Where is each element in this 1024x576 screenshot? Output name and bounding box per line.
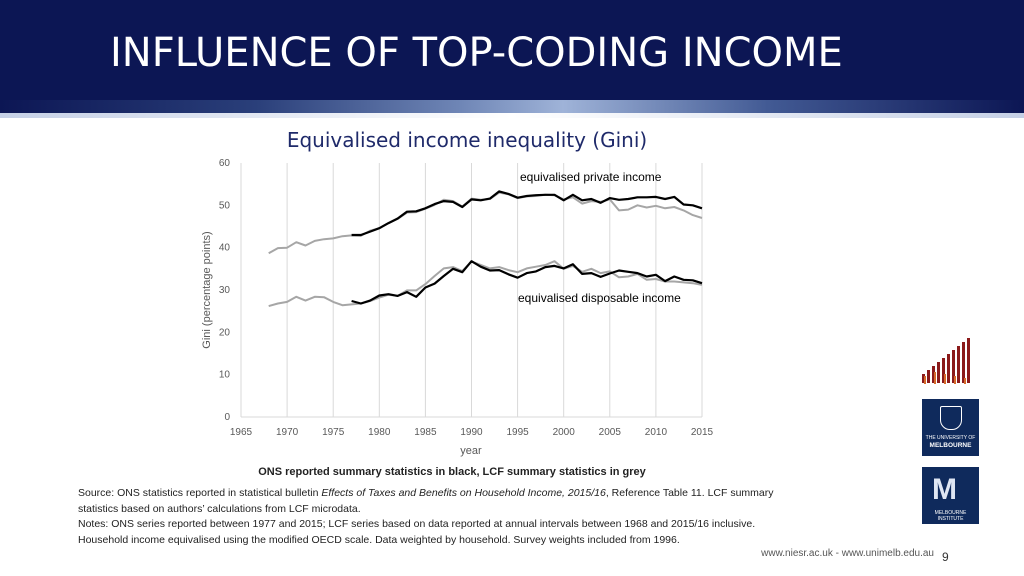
- x-tick-label: 1965: [230, 427, 253, 438]
- mi-logo-mark-icon: M: [932, 473, 957, 506]
- lcf-disposable-income-line: [268, 260, 703, 308]
- chart-caption: ONS reported summary statistics in black…: [0, 466, 964, 478]
- ons-disposable-income-line: [351, 260, 703, 305]
- x-axis-label: year: [460, 445, 482, 457]
- y-tick-label: 60: [219, 158, 231, 169]
- y-tick-label: 0: [224, 412, 230, 423]
- y-tick-label: 20: [219, 327, 231, 338]
- uom-logo-line1: THE UNIVERSITY OF: [925, 435, 976, 441]
- source-text-2: , Reference Table 11. LCF summary statis…: [78, 487, 774, 515]
- y-tick-labels: 0 10 20 30 40 50 60: [219, 158, 231, 423]
- x-tick-label: 2010: [645, 427, 668, 438]
- annotation-private-income: equivalised private income: [520, 170, 662, 184]
- page-number: 9: [942, 550, 949, 564]
- chart-series: [268, 190, 703, 308]
- annotation-disposable-income: equivalised disposable income: [518, 291, 681, 305]
- mi-logo-text: MELBOURNE INSTITUTE: [934, 510, 967, 522]
- slide-title: INFLUENCE OF TOP-CODING INCOME: [110, 30, 843, 76]
- x-tick-label: 2015: [691, 427, 714, 438]
- crest-icon: [940, 406, 962, 430]
- notes-text: Notes: ONS series reported between 1977 …: [78, 518, 756, 546]
- x-tick-label: 1975: [322, 427, 345, 438]
- footer-links: www.niesr.ac.uk - www.unimelb.edu.au: [761, 548, 934, 559]
- niesr-logo: [920, 338, 980, 390]
- y-tick-label: 30: [219, 285, 231, 296]
- title-bar: INFLUENCE OF TOP-CODING INCOME: [0, 0, 1024, 100]
- x-tick-label: 1990: [460, 427, 483, 438]
- chart-gridlines: [240, 163, 703, 418]
- melbourne-institute-logo: M MELBOURNE INSTITUTE: [922, 467, 979, 524]
- x-tick-label: 1970: [276, 427, 299, 438]
- caption-text: ONS reported summary statistics in black…: [258, 466, 646, 478]
- uom-logo-line2: MELBOURNE: [929, 442, 972, 449]
- y-tick-label: 10: [219, 370, 231, 381]
- x-tick-label: 1995: [506, 427, 529, 438]
- x-tick-label: 1980: [368, 427, 391, 438]
- x-tick-label: 1985: [414, 427, 437, 438]
- x-tick-label: 2005: [599, 427, 622, 438]
- x-tick-labels: 1965 1970 1975 1980 1985 1990 1995 2000 2005 2010…: [230, 427, 714, 438]
- ons-private-income-line: [351, 190, 703, 237]
- y-axis-label: Gini (percentage points): [201, 231, 213, 348]
- source-notes: Source: ONS statistics reported in stati…: [78, 486, 808, 548]
- header-stripe-highlight: [0, 113, 1024, 118]
- y-tick-label: 40: [219, 243, 231, 254]
- source-publication: Effects of Taxes and Benefits on Househo…: [321, 487, 606, 499]
- university-of-melbourne-logo: THE UNIVERSITY OF MELBOURNE: [922, 399, 979, 456]
- header-stripe: [0, 100, 1024, 116]
- source-text-1: Source: ONS statistics reported in stati…: [78, 487, 322, 499]
- chart-title: Equivalised income inequality (Gini): [286, 128, 648, 152]
- x-tick-label: 2000: [553, 427, 576, 438]
- y-tick-label: 50: [219, 200, 231, 211]
